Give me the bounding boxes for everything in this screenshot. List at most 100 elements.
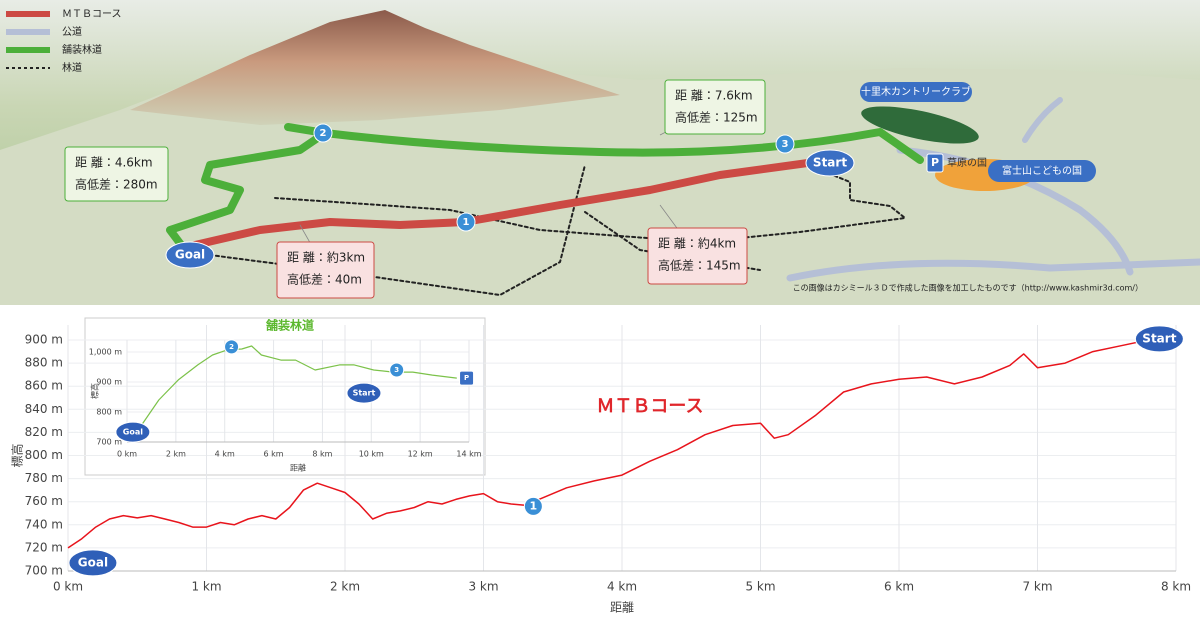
annotation-marker	[523, 496, 543, 516]
inset-frame	[84, 317, 486, 476]
golf-course-area	[861, 106, 979, 144]
y-tick-label: 800 m	[25, 448, 63, 462]
y-tick-label: 720 m	[25, 540, 63, 554]
public-road	[896, 146, 1134, 276]
y-tick-label: 900 m	[96, 378, 122, 387]
annotation-marker	[115, 421, 151, 443]
markers: Goal 1 2 3 Start	[165, 123, 855, 269]
x-tick-label: 8 km	[1161, 580, 1191, 594]
y-tick-label: 700 m	[96, 438, 122, 447]
marker-label: 1	[463, 217, 470, 228]
annotation-label: 3	[394, 366, 399, 374]
annotation-label: Goal	[78, 555, 108, 569]
marker-shape	[456, 212, 476, 232]
x-axis-label: 距離	[290, 463, 306, 473]
annotation-marker	[68, 549, 118, 577]
x-axis-label: 距離	[610, 601, 634, 615]
y-tick-label: 840 m	[25, 402, 63, 416]
y-axis-label: 標高	[90, 383, 100, 399]
marker-shape	[165, 241, 215, 269]
mountain	[130, 10, 620, 125]
y-axis-label: 標高	[11, 443, 25, 467]
callout-text: 高低差：125m	[675, 111, 758, 125]
x-tick-label: 12 km	[408, 450, 433, 459]
x-tick-label: 4 km	[215, 450, 235, 459]
y-tick-label: 740 m	[25, 517, 63, 531]
callout-text: 高低差：40m	[287, 273, 362, 287]
marker-label: 2	[320, 128, 327, 139]
callout-box	[276, 241, 375, 299]
callout-text: 高低差：145m	[658, 259, 741, 273]
x-tick-label: 3 km	[468, 580, 498, 594]
annotation-label: 1	[530, 499, 538, 512]
chart-title: 舗装林道	[265, 318, 314, 333]
annotation-label: P	[464, 374, 469, 382]
callout-text: 距 離：約4km	[658, 236, 736, 251]
chart-title: ＭＴＢコース	[596, 396, 703, 417]
y-tick-label: 860 m	[25, 379, 63, 393]
y-tick-label: 780 m	[25, 471, 63, 485]
x-tick-label: 5 km	[745, 580, 775, 594]
marker-label: Start	[813, 156, 847, 170]
y-tick-label: 700 m	[25, 564, 63, 578]
x-tick-label: 2 km	[330, 580, 360, 594]
annotation-label: Start	[353, 389, 376, 398]
place-pill	[860, 82, 972, 102]
x-tick-label: 4 km	[607, 580, 637, 594]
annotation-marker	[346, 382, 382, 404]
callout-box	[64, 146, 169, 202]
callout-text: 距 離：4.6km	[75, 156, 153, 170]
parking-label: P	[931, 156, 939, 169]
annotation-marker	[224, 339, 240, 355]
legend-label: ＭＴＢコース	[62, 9, 122, 20]
callout-text: 距 離：7.6km	[675, 89, 753, 103]
x-tick-label: 0 km	[117, 450, 137, 459]
x-tick-label: 8 km	[312, 450, 332, 459]
callout-box	[664, 79, 766, 135]
legend-label: 林道	[62, 61, 82, 74]
y-tick-label: 820 m	[25, 425, 63, 439]
callout-text: 高低差：280m	[75, 178, 158, 192]
charts: 700 m 720 m 740 m 760 m 780 m 800 m 820 m 840 m…	[11, 318, 1192, 615]
annotation-marker	[1134, 325, 1184, 353]
y-tick-label: 1,000 m	[89, 348, 122, 357]
credit: この画像はカシミール３Ｄで作成した画像を加工したものです（http://www.…	[793, 283, 1143, 293]
x-tick-label: 6 km	[884, 580, 914, 594]
x-tick-label: 1 km	[191, 580, 221, 594]
marker-shape	[775, 134, 795, 154]
annotation-label: Goal	[123, 428, 143, 437]
marker-shape	[313, 123, 333, 143]
annotation-marker	[389, 362, 405, 378]
annotation-marker	[459, 370, 475, 386]
public-road	[1022, 97, 1063, 143]
place-label: 十里木カントリークラブ	[861, 85, 971, 98]
annotation-label: 2	[229, 343, 234, 351]
forest-road	[274, 169, 906, 243]
x-tick-label: 0 km	[53, 580, 83, 594]
marker-shape	[805, 149, 855, 177]
callout-text: 距 離：約3km	[287, 250, 365, 265]
y-tick-label: 800 m	[96, 408, 122, 417]
series-line	[67, 339, 1149, 549]
marker-label: 3	[782, 139, 789, 150]
y-tick-label: 900 m	[25, 333, 63, 347]
x-tick-label: 10 km	[359, 450, 384, 459]
x-tick-label: 14 km	[456, 450, 481, 459]
x-tick-label: 2 km	[166, 450, 186, 459]
legend-label: 舗装林道	[62, 43, 102, 56]
x-tick-label: 6 km	[264, 450, 284, 459]
marker-label: Goal	[175, 248, 205, 262]
y-tick-label: 760 m	[25, 494, 63, 508]
public-road	[786, 258, 1200, 282]
legend-label: 公道	[62, 25, 82, 38]
parking-icon	[926, 153, 944, 173]
y-tick-label: 880 m	[25, 356, 63, 370]
place-pill	[988, 160, 1096, 182]
annotation-label: Start	[1142, 331, 1176, 345]
x-tick-label: 7 km	[1022, 580, 1052, 594]
place-label: 草原の国	[947, 157, 987, 169]
callout-box	[647, 227, 748, 285]
